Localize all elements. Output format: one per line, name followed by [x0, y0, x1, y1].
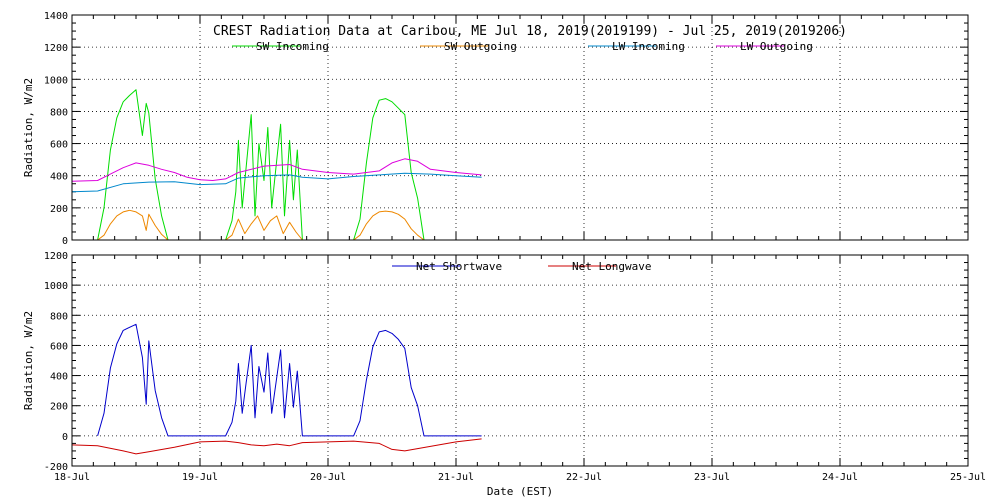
y-tick-label: 200 [50, 204, 68, 215]
x-tick-label: 23-Jul [694, 472, 730, 483]
y-tick-label: 0 [62, 432, 68, 443]
x-tick-label: 19-Jul [182, 472, 218, 483]
series-line-sw-outgoing [97, 209, 482, 241]
panel-1: 0 200 400 600 800 1000 1200 1400 Radiation, W/m2… [22, 11, 969, 247]
y-tick-label: 600 [50, 140, 68, 151]
x-tick-label: 18-Jul [54, 472, 90, 483]
legend-label: Net Shortwave [416, 260, 502, 273]
plot-frame [71, 254, 969, 467]
legend-label: SW Outgoing [444, 40, 517, 53]
series-line-sw-incoming [97, 89, 482, 241]
y-tick-label: 1200 [44, 43, 68, 54]
x-tick-label: 22-Jul [566, 472, 602, 483]
y-tick-label: 800 [50, 311, 68, 322]
legend-label: LW Outgoing [740, 40, 813, 53]
chart-title: CREST Radiation Data at Caribou, ME Jul … [213, 24, 847, 39]
series-line-lw-incoming [71, 172, 482, 193]
y-tick-label: 1000 [44, 281, 68, 292]
legend-label: SW Incoming [256, 40, 329, 53]
y-tick-label: 1400 [44, 11, 68, 22]
y-tick-label: 1200 [44, 251, 68, 262]
y-axis-title: Radiation, W/m2 [22, 311, 35, 410]
y-tick-label: 800 [50, 107, 68, 118]
series-line-net-shortwave [97, 323, 482, 437]
x-tick-label: 21-Jul [438, 472, 474, 483]
x-tick-label: 24-Jul [822, 472, 858, 483]
series-line-net-longwave [71, 438, 482, 455]
plot-frame [71, 14, 969, 241]
y-tick-label: 1000 [44, 75, 68, 86]
y-axis-title: Radiation, W/m2 [22, 78, 35, 177]
legend-label: LW Incoming [612, 40, 685, 53]
x-axis-title: Date (EST) [487, 485, 553, 498]
chart-panels: 0 200 400 600 800 1000 1200 1400 Radiation, W/m2… [22, 11, 986, 483]
y-tick-label: 400 [50, 372, 68, 383]
y-tick-label: 400 [50, 172, 68, 183]
y-tick-label: -200 [44, 462, 68, 473]
series-line-lw-outgoing [71, 158, 482, 182]
y-tick-label: 0 [62, 236, 68, 247]
y-tick-label: 600 [50, 341, 68, 352]
x-tick-label: 25-Jul [950, 472, 986, 483]
legend-label: Net Longwave [572, 260, 651, 273]
x-tick-label: 20-Jul [310, 472, 346, 483]
y-tick-label: 200 [50, 402, 68, 413]
panel-2: -200 0 200 400 600 800 1000 1200 Radiation, W/m2… [22, 251, 986, 483]
